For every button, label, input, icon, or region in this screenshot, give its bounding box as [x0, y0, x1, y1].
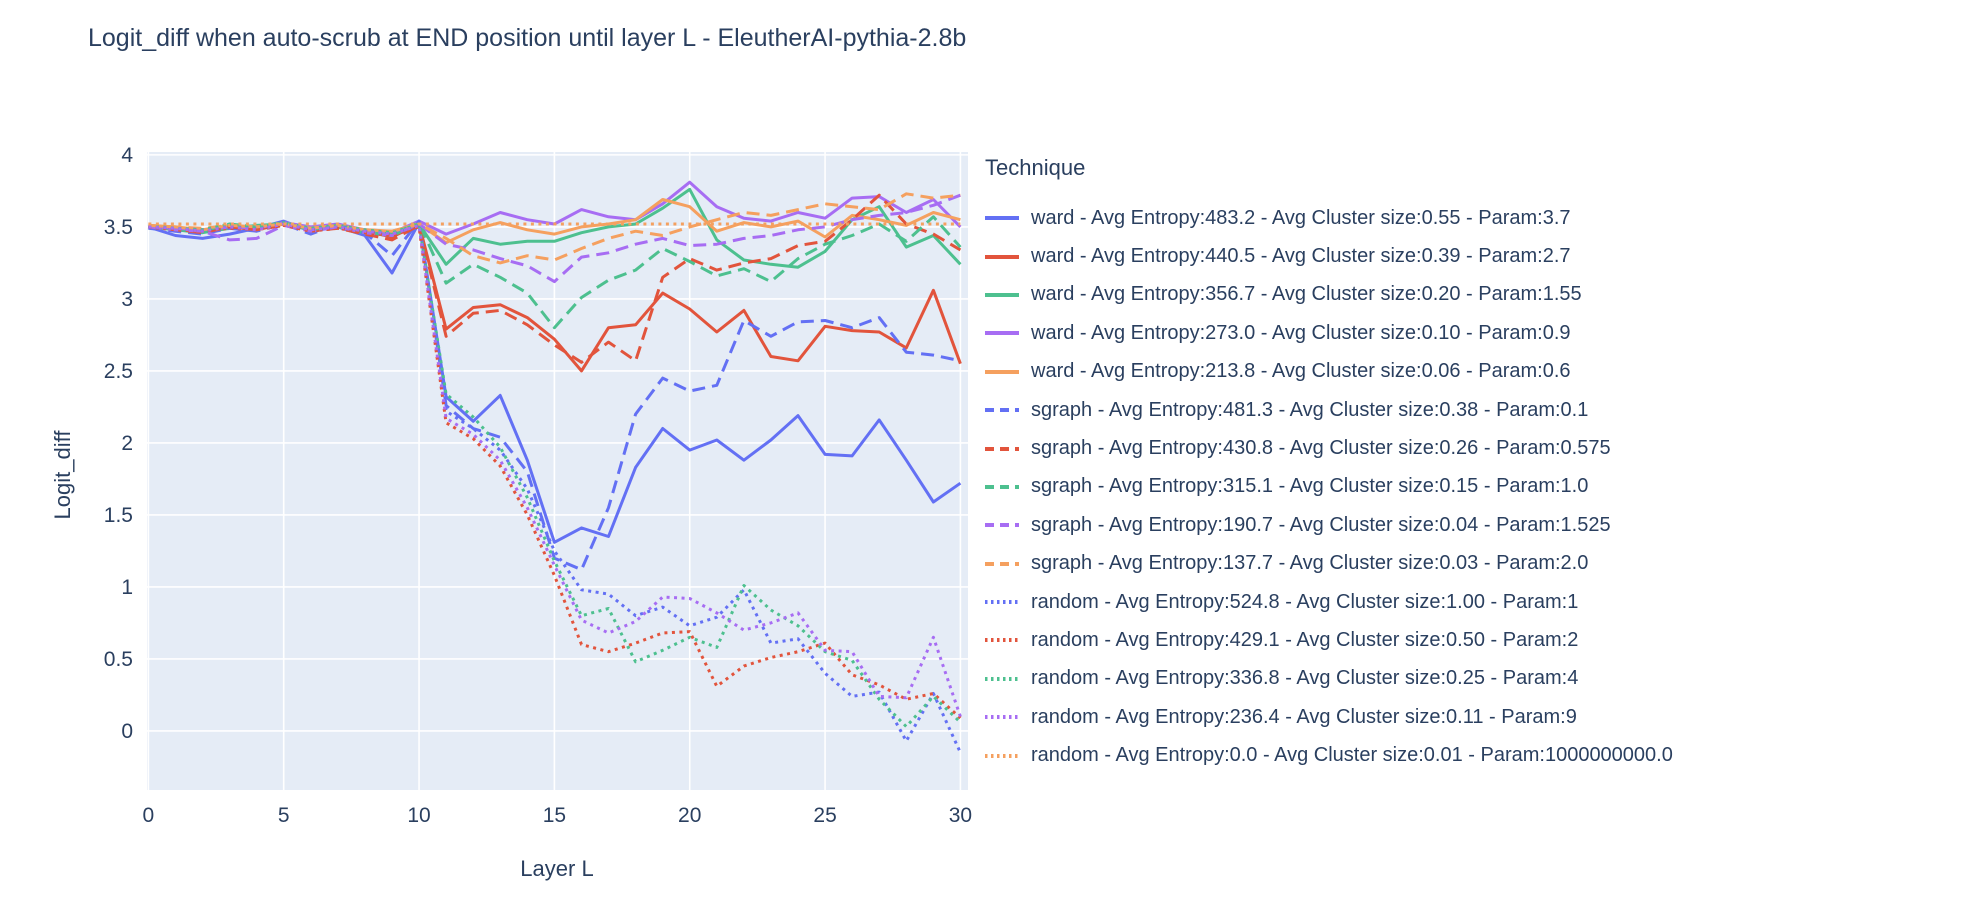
- legend-label: sgraph - Avg Entropy:430.8 - Avg Cluster…: [1031, 437, 1611, 460]
- legend-label: sgraph - Avg Entropy:315.1 - Avg Cluster…: [1031, 475, 1589, 498]
- legend-item-random-5[interactable]: random - Avg Entropy:0.0 - Avg Cluster s…: [985, 736, 1673, 774]
- legend-title: Technique: [985, 155, 1086, 180]
- legend-swatch-dash-icon: [985, 484, 1019, 489]
- y-tick-label: 3.5: [104, 216, 133, 239]
- x-tick-label: 15: [543, 804, 566, 827]
- x-tick-label: 30: [949, 804, 972, 827]
- legend-label: ward - Avg Entropy:273.0 - Avg Cluster s…: [1031, 321, 1571, 344]
- legend-item-random-2[interactable]: random - Avg Entropy:429.1 - Avg Cluster…: [985, 621, 1673, 659]
- legend-item-random-4[interactable]: random - Avg Entropy:236.4 - Avg Cluster…: [985, 698, 1673, 736]
- legend-swatch-solid-icon: [985, 292, 1019, 297]
- legend-item-ward-4[interactable]: ward - Avg Entropy:273.0 - Avg Cluster s…: [985, 314, 1673, 352]
- legend-swatch-dash-icon: [985, 446, 1019, 451]
- legend-label: sgraph - Avg Entropy:137.7 - Avg Cluster…: [1031, 552, 1589, 575]
- y-tick-label: 4: [121, 144, 133, 167]
- series-line-sgraph-2: [148, 193, 962, 364]
- legend-item-random-1[interactable]: random - Avg Entropy:524.8 - Avg Cluster…: [985, 583, 1673, 621]
- legend-swatch-solid-icon: [985, 369, 1019, 374]
- legend-item-ward-3[interactable]: ward - Avg Entropy:356.7 - Avg Cluster s…: [985, 276, 1673, 314]
- legend-item-sgraph-2[interactable]: sgraph - Avg Entropy:430.8 - Avg Cluster…: [985, 429, 1673, 467]
- legend-swatch-dot-icon: [985, 753, 1019, 758]
- series-line-sgraph-4: [148, 193, 961, 284]
- legend-label: random - Avg Entropy:336.8 - Avg Cluster…: [1031, 667, 1579, 690]
- legend-swatch-dash-icon: [985, 408, 1019, 413]
- legend-label: sgraph - Avg Entropy:190.7 - Avg Cluster…: [1031, 513, 1611, 536]
- legend-label: ward - Avg Entropy:213.8 - Avg Cluster s…: [1031, 360, 1571, 383]
- x-tick-label: 25: [813, 804, 836, 827]
- legend-swatch-dot-icon: [985, 600, 1019, 605]
- legend-label: ward - Avg Entropy:440.5 - Avg Cluster s…: [1031, 245, 1571, 268]
- legend-swatch-dash-icon: [985, 523, 1019, 528]
- legend-item-sgraph-3[interactable]: sgraph - Avg Entropy:315.1 - Avg Cluster…: [985, 468, 1673, 506]
- legend-label: ward - Avg Entropy:356.7 - Avg Cluster s…: [1031, 283, 1582, 306]
- legend-label: random - Avg Entropy:524.8 - Avg Cluster…: [1031, 590, 1579, 613]
- legend-label: ward - Avg Entropy:483.2 - Avg Cluster s…: [1031, 206, 1571, 229]
- legend-swatch-dot-icon: [985, 638, 1019, 643]
- series-line-ward-1: [147, 219, 962, 544]
- legend-item-ward-5[interactable]: ward - Avg Entropy:213.8 - Avg Cluster s…: [985, 353, 1673, 391]
- legend-item-ward-1[interactable]: ward - Avg Entropy:483.2 - Avg Cluster s…: [985, 199, 1673, 237]
- legend-item-ward-2[interactable]: ward - Avg Entropy:440.5 - Avg Cluster s…: [985, 237, 1673, 275]
- legend-swatch-solid-icon: [985, 216, 1019, 221]
- legend-swatch-solid-icon: [985, 254, 1019, 259]
- x-tick-label: 5: [278, 804, 290, 827]
- y-tick-label: 0.5: [104, 648, 133, 671]
- legend-item-sgraph-1[interactable]: sgraph - Avg Entropy:481.3 - Avg Cluster…: [985, 391, 1673, 429]
- y-tick-label: 2: [121, 432, 133, 455]
- series-line-sgraph-3: [148, 215, 962, 330]
- legend-item-sgraph-4[interactable]: sgraph - Avg Entropy:190.7 - Avg Cluster…: [985, 506, 1673, 544]
- legend-item-sgraph-5[interactable]: sgraph - Avg Entropy:137.7 - Avg Cluster…: [985, 545, 1673, 583]
- y-tick-label: 3: [121, 288, 133, 311]
- legend: Technique ward - Avg Entropy:483.2 - Avg…: [985, 155, 1673, 775]
- legend-swatch-solid-icon: [985, 331, 1019, 336]
- x-tick-label: 20: [678, 804, 701, 827]
- x-tick-label: 0: [143, 804, 155, 827]
- legend-swatch-dot-icon: [985, 676, 1019, 681]
- x-tick-label: 10: [407, 804, 430, 827]
- legend-label: random - Avg Entropy:0.0 - Avg Cluster s…: [1031, 744, 1673, 767]
- legend-swatch-dot-icon: [985, 715, 1019, 720]
- legend-items: ward - Avg Entropy:483.2 - Avg Cluster s…: [985, 199, 1673, 775]
- legend-label: random - Avg Entropy:429.1 - Avg Cluster…: [1031, 628, 1579, 651]
- x-axis-title: Layer L: [520, 856, 594, 881]
- plot-background[interactable]: [147, 152, 968, 790]
- legend-label: sgraph - Avg Entropy:481.3 - Avg Cluster…: [1031, 398, 1589, 421]
- legend-label: random - Avg Entropy:236.4 - Avg Cluster…: [1031, 705, 1577, 728]
- y-tick-label: 2.5: [104, 360, 133, 383]
- y-tick-label: 1: [121, 576, 133, 599]
- legend-swatch-dash-icon: [985, 561, 1019, 566]
- y-tick-label: 0: [121, 720, 133, 743]
- legend-item-random-3[interactable]: random - Avg Entropy:336.8 - Avg Cluster…: [985, 660, 1673, 698]
- y-axis-title: Logit_diff: [50, 430, 75, 520]
- y-tick-label: 1.5: [104, 504, 133, 527]
- chart-title: Logit_diff when auto-scrub at END positi…: [88, 24, 967, 52]
